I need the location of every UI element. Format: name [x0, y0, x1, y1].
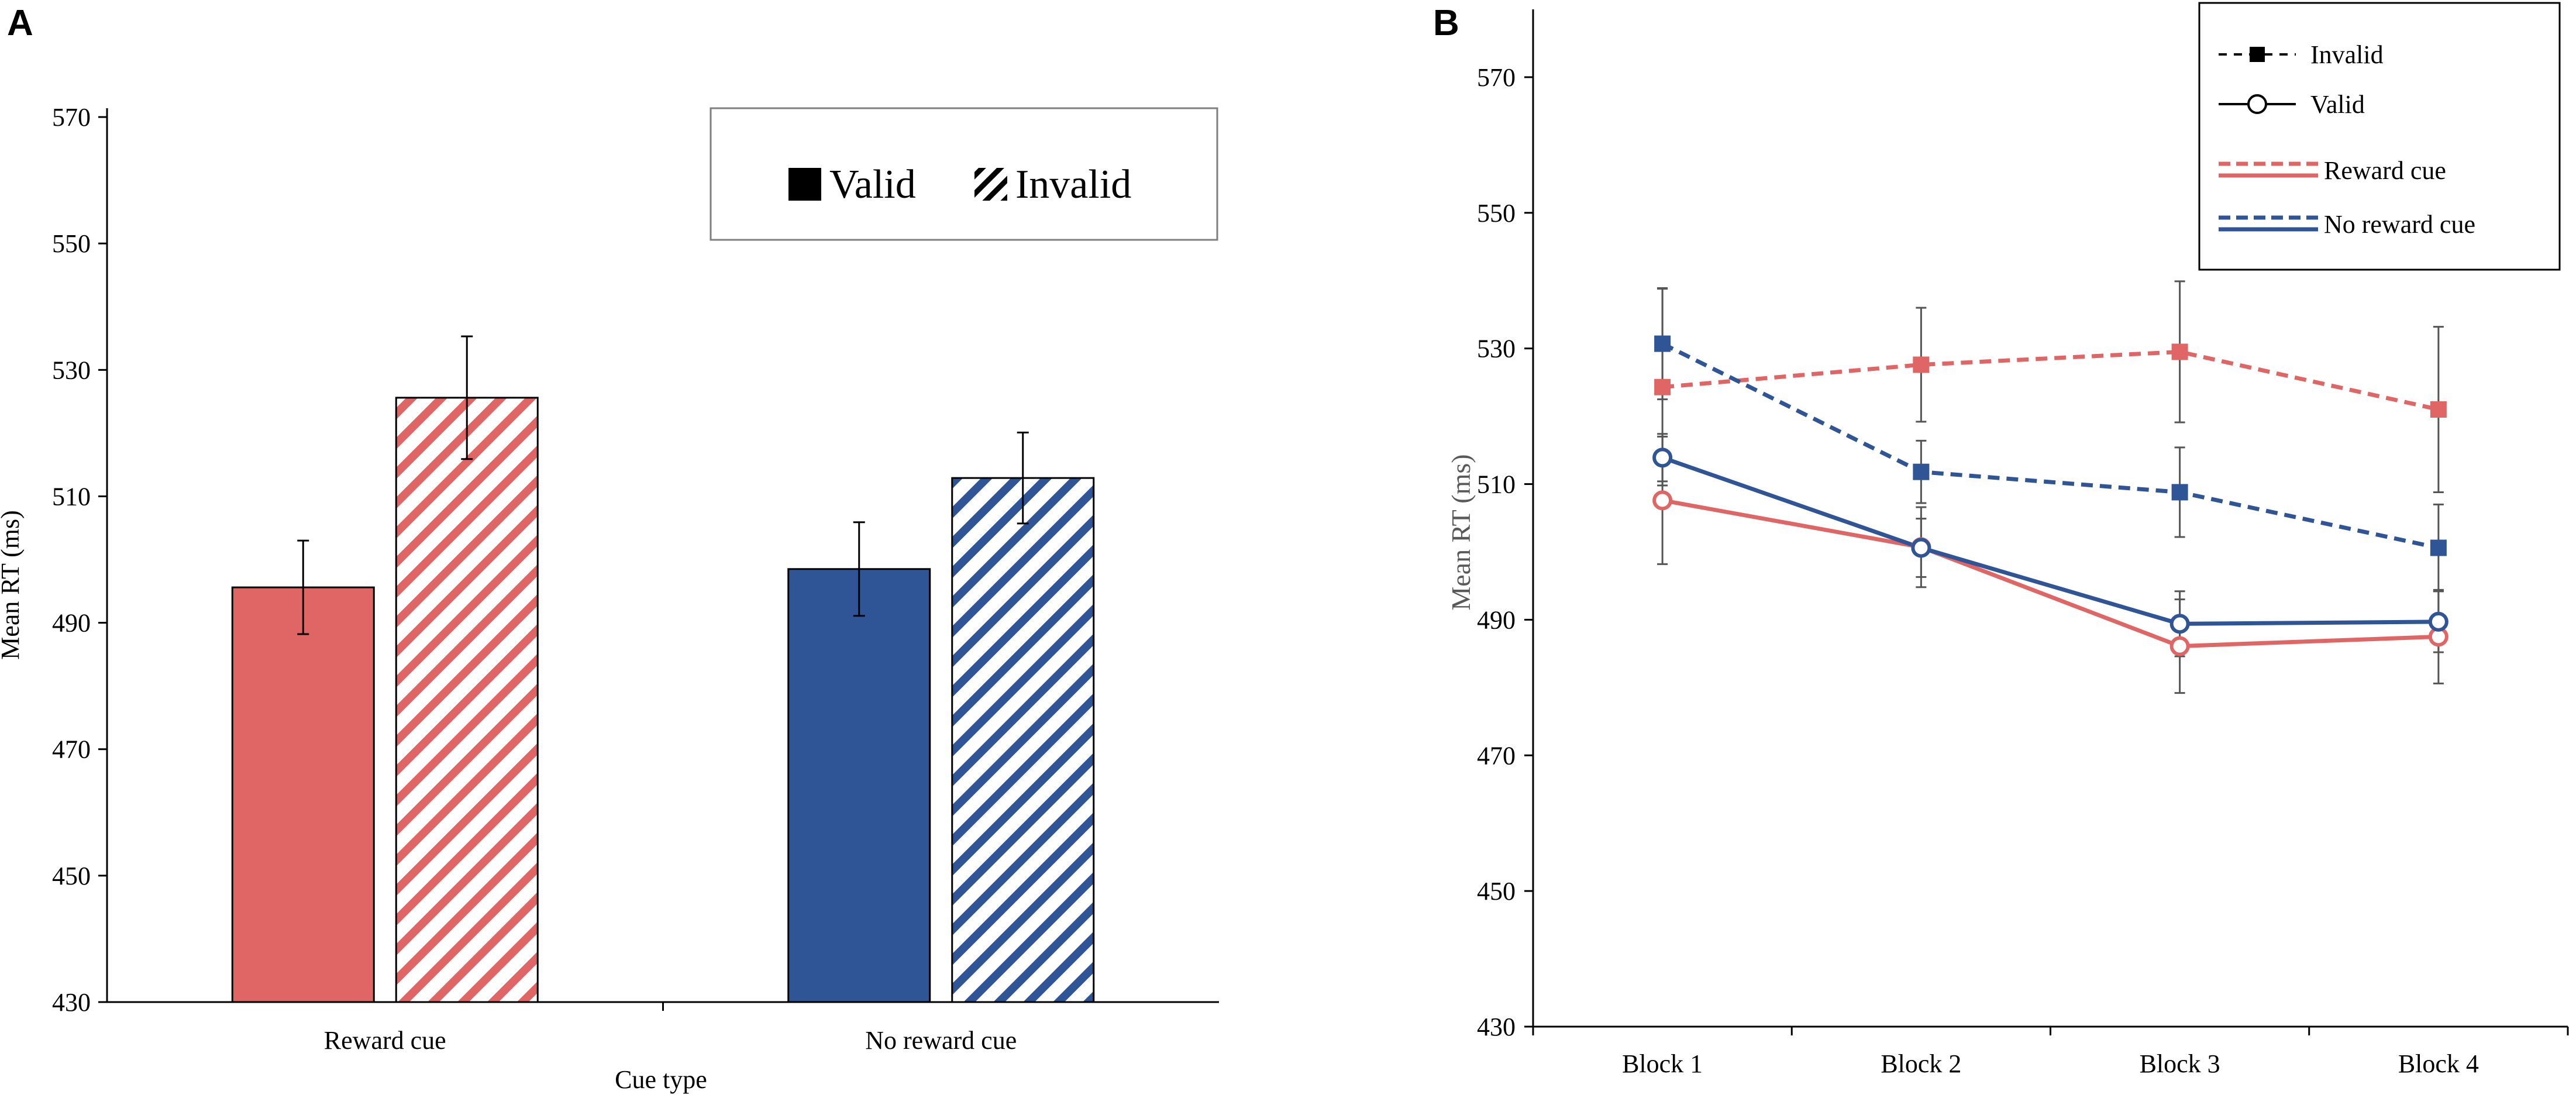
series-line	[1661, 456, 2439, 626]
legend-invalid-marker	[2250, 47, 2265, 62]
y-tick-label: 570	[52, 103, 91, 132]
data-point-circle	[2428, 611, 2448, 632]
x-category-label: Block 3	[2140, 1049, 2220, 1078]
panel-a-y-ticks: 430 450 470 490 510 530 550 570	[52, 103, 107, 1017]
x-category-label: Block 4	[2398, 1049, 2479, 1078]
y-tick-label: 490	[52, 609, 91, 638]
data-point-circle	[1652, 448, 1673, 468]
data-point-circle	[1652, 490, 1673, 511]
legend-valid-marker	[2247, 94, 2267, 114]
data-point-circle	[2169, 614, 2190, 634]
y-tick-label: 510	[1477, 470, 1516, 499]
panel-b-legend: Invalid Valid Reward cue No reward cue	[2198, 2, 2561, 271]
y-tick-label: 570	[1477, 63, 1516, 92]
panel-a-bars	[231, 397, 1095, 1003]
panel-a-legend: Valid Invalid	[710, 107, 1218, 241]
legend-invalid-text: Invalid	[2310, 40, 2384, 69]
y-tick-label: 470	[1477, 741, 1516, 770]
legend-valid-swatch	[788, 168, 821, 201]
panel-b-error-bars	[1657, 280, 2444, 694]
y-tick-label: 450	[1477, 877, 1516, 906]
panel-a-legend-box	[710, 107, 1218, 241]
bar	[787, 568, 931, 1003]
data-point-square	[1913, 356, 1930, 373]
data-point-square	[2430, 401, 2447, 418]
panel-b-markers	[1652, 335, 2448, 656]
panel-b-y-ticks: 430 450 470 490 510 530 550 570	[1477, 63, 1533, 1041]
panel-a: A 430 450 470 490 510 530 550 570 Reward cue No …	[0, 3, 1219, 1094]
legend-valid-text: Valid	[2310, 90, 2365, 119]
panel-a-label: A	[7, 3, 33, 43]
y-tick-label: 550	[52, 229, 91, 258]
y-tick-label: 430	[52, 988, 91, 1017]
legend-invalid-label: Invalid	[1015, 162, 1131, 207]
series-line	[1662, 498, 2439, 649]
series-line	[1661, 342, 2439, 550]
y-tick-label: 450	[52, 862, 91, 890]
legend-noreward-text: No reward cue	[2324, 210, 2475, 239]
data-point-square	[1654, 378, 1671, 395]
y-tick-label: 510	[52, 482, 91, 511]
data-point-circle	[2169, 636, 2190, 656]
legend-reward-text: Reward cue	[2324, 156, 2446, 185]
y-tick-label: 530	[52, 356, 91, 384]
data-point-square	[2171, 484, 2188, 501]
bar	[951, 477, 1095, 1003]
data-point-square	[2430, 539, 2447, 556]
data-point-square	[1654, 335, 1671, 352]
panel-b-series-lines	[1661, 342, 2439, 649]
x-category-label: Block 1	[1622, 1049, 1703, 1078]
panel-b-x-categories: Block 1 Block 2 Block 3 Block 4	[1532, 1027, 2569, 1078]
data-point-square	[2171, 343, 2188, 360]
panel-a-x-categories: Reward cue No reward cue	[324, 1002, 1017, 1055]
panel-a-y-axis-label: Mean RT (ms)	[0, 510, 25, 660]
y-tick-label: 470	[52, 735, 91, 764]
x-category-label: Block 2	[1881, 1049, 1961, 1078]
x-category-label: No reward cue	[865, 1026, 1017, 1055]
data-point-square	[1913, 463, 1930, 480]
series-line	[1662, 349, 2439, 412]
bar	[231, 586, 375, 1003]
y-tick-label: 430	[1477, 1013, 1516, 1041]
y-tick-label: 530	[1477, 335, 1516, 363]
y-tick-label: 490	[1477, 605, 1516, 634]
panel-b-y-axis-label: Mean RT (ms)	[1446, 454, 1476, 610]
panel-a-error-bars	[297, 335, 1029, 635]
panel-a-x-axis-label: Cue type	[615, 1065, 707, 1094]
data-point-circle	[1911, 538, 1931, 558]
legend-invalid-swatch	[974, 168, 1007, 201]
legend-valid-label: Valid	[829, 162, 916, 207]
bar	[395, 397, 539, 1003]
panel-b-label: B	[1433, 3, 1459, 43]
y-tick-label: 550	[1477, 199, 1516, 228]
x-category-label: Reward cue	[324, 1026, 446, 1055]
